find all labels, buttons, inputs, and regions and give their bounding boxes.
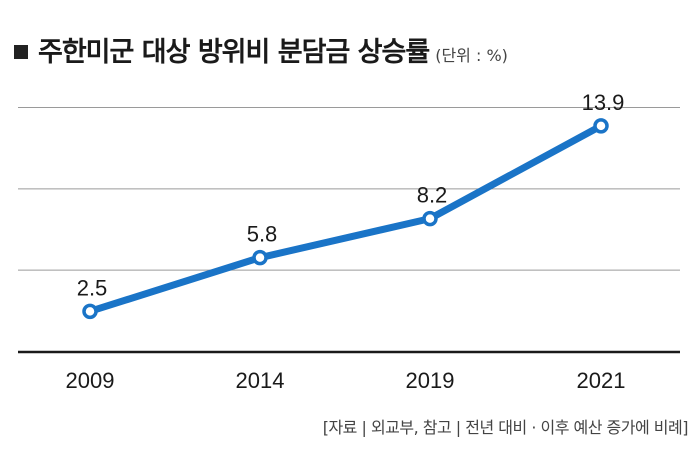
- x-tick-label-2019: 2019: [406, 368, 455, 393]
- x-tick-label-2009: 2009: [66, 368, 115, 393]
- chart-title: 주한미군 대상 방위비 분담금 상승률: [38, 37, 430, 68]
- data-label-2014: 5.8: [247, 222, 278, 247]
- chart-source-note: [자료 | 외교부, 참고 | 전년 대비 · 이후 예산 증가에 비례]: [322, 418, 689, 437]
- data-label-2021: 13.9: [582, 90, 625, 115]
- data-point-2009: [82, 303, 98, 320]
- series-line: [86, 122, 605, 315]
- data-label-2019: 8.2: [417, 183, 448, 208]
- data-point-2021: [593, 118, 609, 134]
- x-tick-label-2014: 2014: [236, 368, 285, 393]
- data-label-2009: 2.5: [77, 275, 108, 300]
- title-square-marker: [14, 45, 28, 59]
- chart-unit: (단위 : %): [435, 46, 508, 65]
- x-tick-label-2021: 2021: [577, 368, 626, 393]
- chart-title-row: 주한미군 대상 방위비 분담금 상승률 (단위 : %): [14, 30, 508, 69]
- data-point-2014: [252, 249, 268, 266]
- data-point-2019: [422, 210, 438, 227]
